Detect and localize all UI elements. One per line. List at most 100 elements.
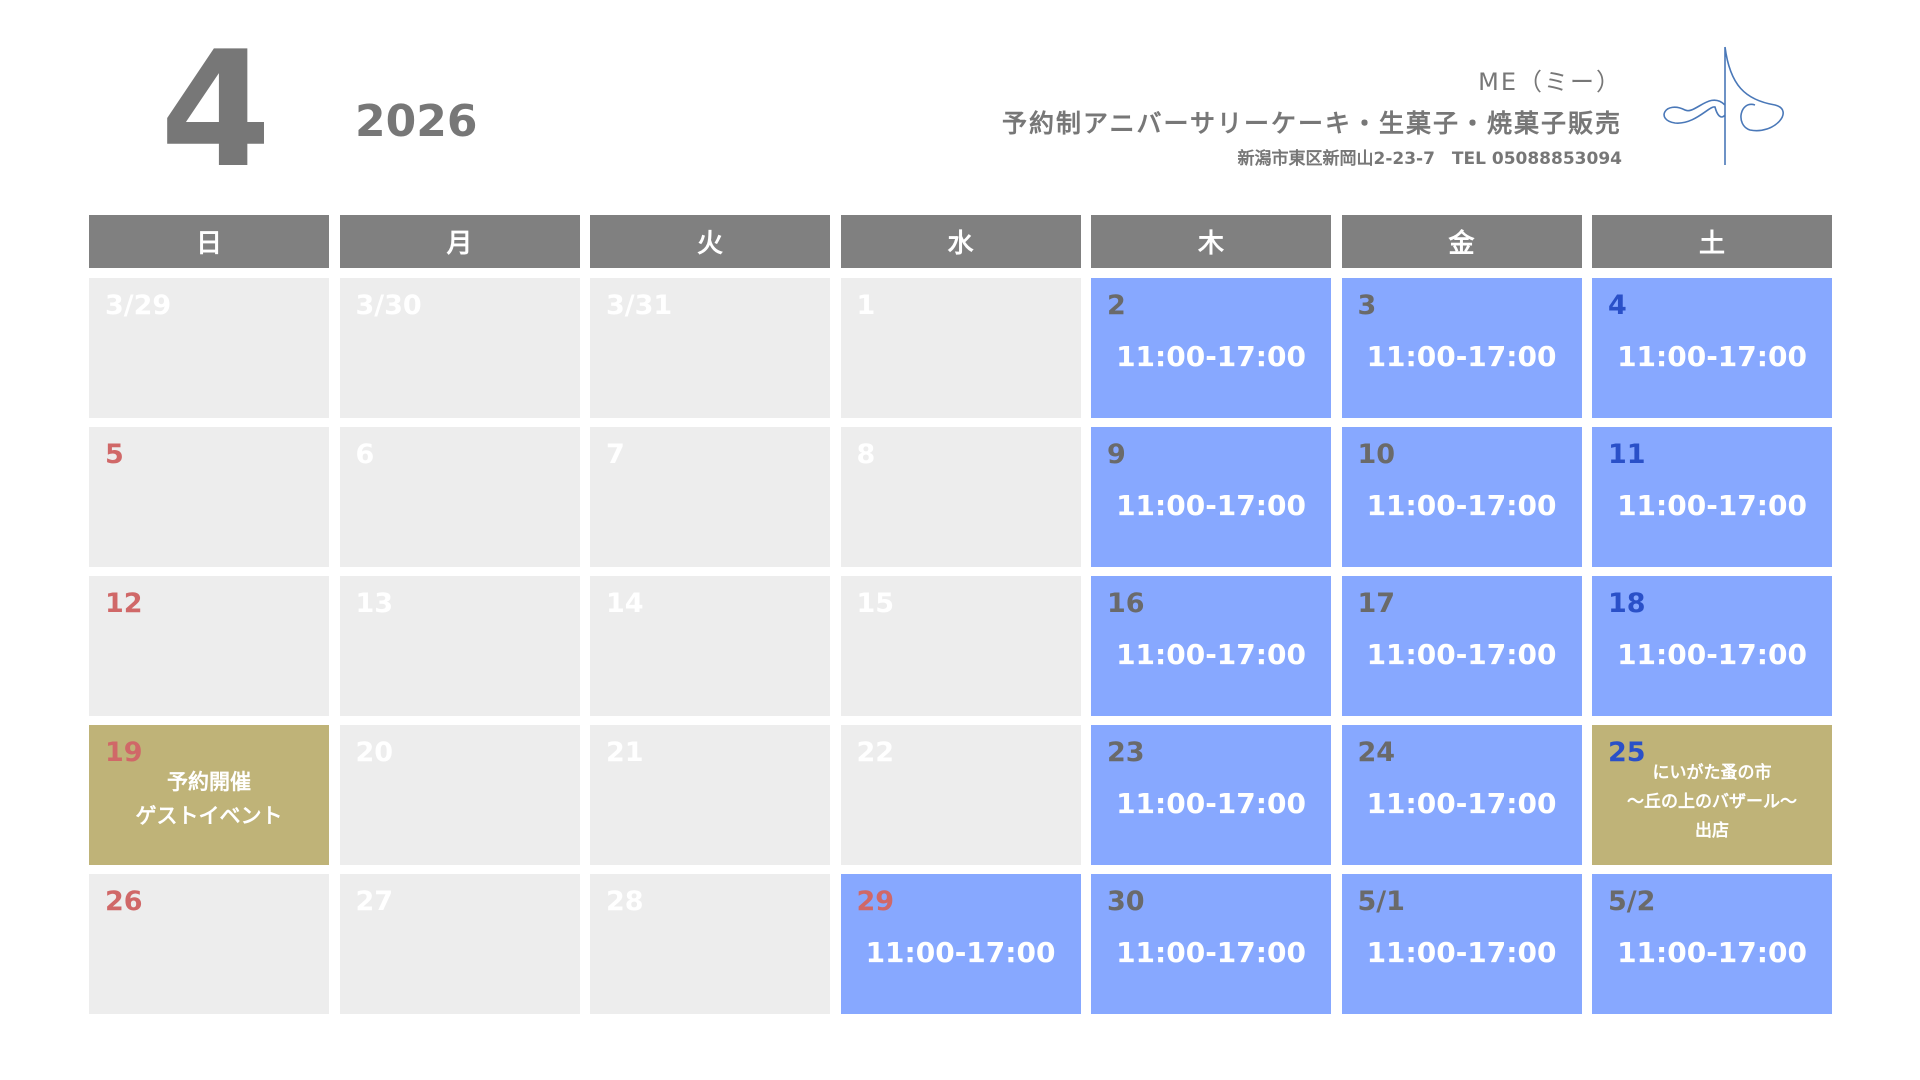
day-number: 7: [606, 439, 625, 470]
weekday-header: 土: [1592, 215, 1832, 268]
day-number: 3/31: [606, 290, 673, 321]
day-number: 17: [1357, 588, 1396, 619]
day-number: 16: [1107, 588, 1145, 619]
calendar-grid: 日月火水木金土 3/29 3/30 3/31 1 2 11:00-17:00 3 11:00-1…: [89, 215, 1832, 1014]
weekday-header: 金: [1341, 215, 1582, 268]
day-cell[interactable]: 11 11:00-17:00: [1592, 427, 1832, 567]
day-cell[interactable]: 15: [840, 576, 1081, 716]
day-cell[interactable]: 30 11:00-17:00: [1091, 874, 1331, 1014]
opening-hours: 11:00-17:00: [865, 936, 1056, 969]
day-cell[interactable]: 3/29: [89, 278, 329, 418]
opening-hours: 11:00-17:00: [1366, 638, 1557, 671]
day-number: 3/29: [105, 290, 172, 321]
day-cell[interactable]: 6: [339, 427, 580, 567]
day-cell[interactable]: 2 11:00-17:00: [1091, 278, 1331, 418]
day-cell[interactable]: 3/31: [590, 278, 830, 418]
opening-hours: 11:00-17:00: [1617, 340, 1807, 373]
day-number: 27: [355, 886, 394, 917]
opening-hours: 11:00-17:00: [1617, 936, 1807, 969]
day-cell[interactable]: 13: [339, 576, 580, 716]
day-number: 3: [1357, 290, 1377, 321]
day-cell[interactable]: 25 にいがた蚤の市 〜丘の上のバザール〜 出店: [1592, 725, 1832, 865]
day-number: 25: [1608, 737, 1646, 768]
day-cell[interactable]: 1: [840, 278, 1081, 418]
day-number: 18: [1608, 588, 1646, 619]
day-number: 23: [1107, 737, 1145, 768]
day-cell[interactable]: 5: [89, 427, 329, 567]
opening-hours: 11:00-17:00: [1366, 936, 1557, 969]
day-cell[interactable]: 4 11:00-17:00: [1592, 278, 1832, 418]
opening-hours: 11:00-17:00: [1116, 787, 1306, 820]
day-number: 30: [1107, 886, 1145, 917]
opening-hours: 11:00-17:00: [1116, 489, 1306, 522]
day-number: 11: [1608, 439, 1646, 470]
day-number: 6: [355, 439, 375, 470]
day-cell[interactable]: 14: [590, 576, 830, 716]
day-cell[interactable]: 24 11:00-17:00: [1341, 725, 1582, 865]
opening-hours: 11:00-17:00: [1366, 787, 1557, 820]
year: 2026: [355, 96, 478, 147]
day-cell[interactable]: 20: [339, 725, 580, 865]
day-cell[interactable]: 17 11:00-17:00: [1341, 576, 1582, 716]
opening-hours: 11:00-17:00: [1617, 489, 1807, 522]
weekday-header: 日: [89, 215, 329, 268]
weekday-header: 木: [1091, 215, 1331, 268]
shop-name: ME（ミー）: [1478, 68, 1622, 96]
day-cell[interactable]: 7: [590, 427, 830, 567]
day-cell[interactable]: 3/30: [339, 278, 580, 418]
day-number: 21: [606, 737, 644, 768]
day-number: 5: [105, 439, 124, 470]
day-number: 1: [856, 290, 876, 321]
day-number: 15: [856, 588, 895, 619]
shop-tagline: 予約制アニバーサリーケーキ・生菓子・焼菓子販売: [1001, 109, 1622, 138]
day-number: 26: [105, 886, 143, 917]
opening-hours: 11:00-17:00: [1116, 936, 1306, 969]
day-number: 28: [606, 886, 644, 917]
day-cell[interactable]: 8: [840, 427, 1081, 567]
day-cell[interactable]: 22: [840, 725, 1081, 865]
weekday-header: 月: [339, 215, 580, 268]
opening-hours: 11:00-17:00: [1617, 638, 1807, 671]
opening-hours: 11:00-17:00: [1116, 638, 1306, 671]
day-cell[interactable]: 26: [89, 874, 329, 1014]
day-cell[interactable]: 23 11:00-17:00: [1091, 725, 1331, 865]
month-number: 4: [160, 16, 272, 203]
day-number: 8: [856, 439, 876, 470]
day-cell[interactable]: 12: [89, 576, 329, 716]
day-cell[interactable]: 29 11:00-17:00: [840, 874, 1081, 1014]
day-cell[interactable]: 10 11:00-17:00: [1341, 427, 1582, 567]
day-number: 13: [355, 588, 394, 619]
day-cell[interactable]: 3 11:00-17:00: [1341, 278, 1582, 418]
event-label: にいがた蚤の市 〜丘の上のバザール〜 出店: [1627, 763, 1797, 841]
day-number: 4: [1608, 290, 1627, 321]
day-cell[interactable]: 16 11:00-17:00: [1091, 576, 1331, 716]
opening-hours: 11:00-17:00: [1116, 340, 1306, 373]
day-cell[interactable]: 5/2 11:00-17:00: [1592, 874, 1832, 1014]
day-cell[interactable]: 18 11:00-17:00: [1592, 576, 1832, 716]
opening-hours: 11:00-17:00: [1366, 489, 1557, 522]
event-label: 予約開催 ゲストイベント: [135, 770, 283, 828]
day-number: 29: [856, 886, 895, 917]
day-number: 9: [1107, 439, 1126, 470]
shop-address: 新潟市東区新岡山2-23-7 TEL 05088853094: [1237, 149, 1622, 169]
me-logo: [1663, 46, 1784, 165]
day-cell[interactable]: 9 11:00-17:00: [1091, 427, 1331, 567]
day-number: 3/30: [355, 290, 422, 321]
day-cell[interactable]: 5/1 11:00-17:00: [1341, 874, 1582, 1014]
weekday-header: 火: [590, 215, 830, 268]
day-cell[interactable]: 28: [590, 874, 830, 1014]
day-number: 22: [856, 737, 895, 768]
day-number: 20: [355, 737, 394, 768]
day-number: 2: [1107, 290, 1126, 321]
opening-hours: 11:00-17:00: [1366, 340, 1557, 373]
day-number: 12: [105, 588, 143, 619]
day-cell[interactable]: 21: [590, 725, 830, 865]
day-cell[interactable]: 19 予約開催 ゲストイベント: [89, 725, 329, 865]
day-number: 14: [606, 588, 644, 619]
day-number: 5/1: [1357, 886, 1405, 917]
day-number: 10: [1357, 439, 1396, 470]
day-number: 5/2: [1608, 886, 1656, 917]
day-number: 19: [105, 737, 143, 768]
day-cell[interactable]: 27: [339, 874, 580, 1014]
weekday-header: 水: [840, 215, 1081, 268]
